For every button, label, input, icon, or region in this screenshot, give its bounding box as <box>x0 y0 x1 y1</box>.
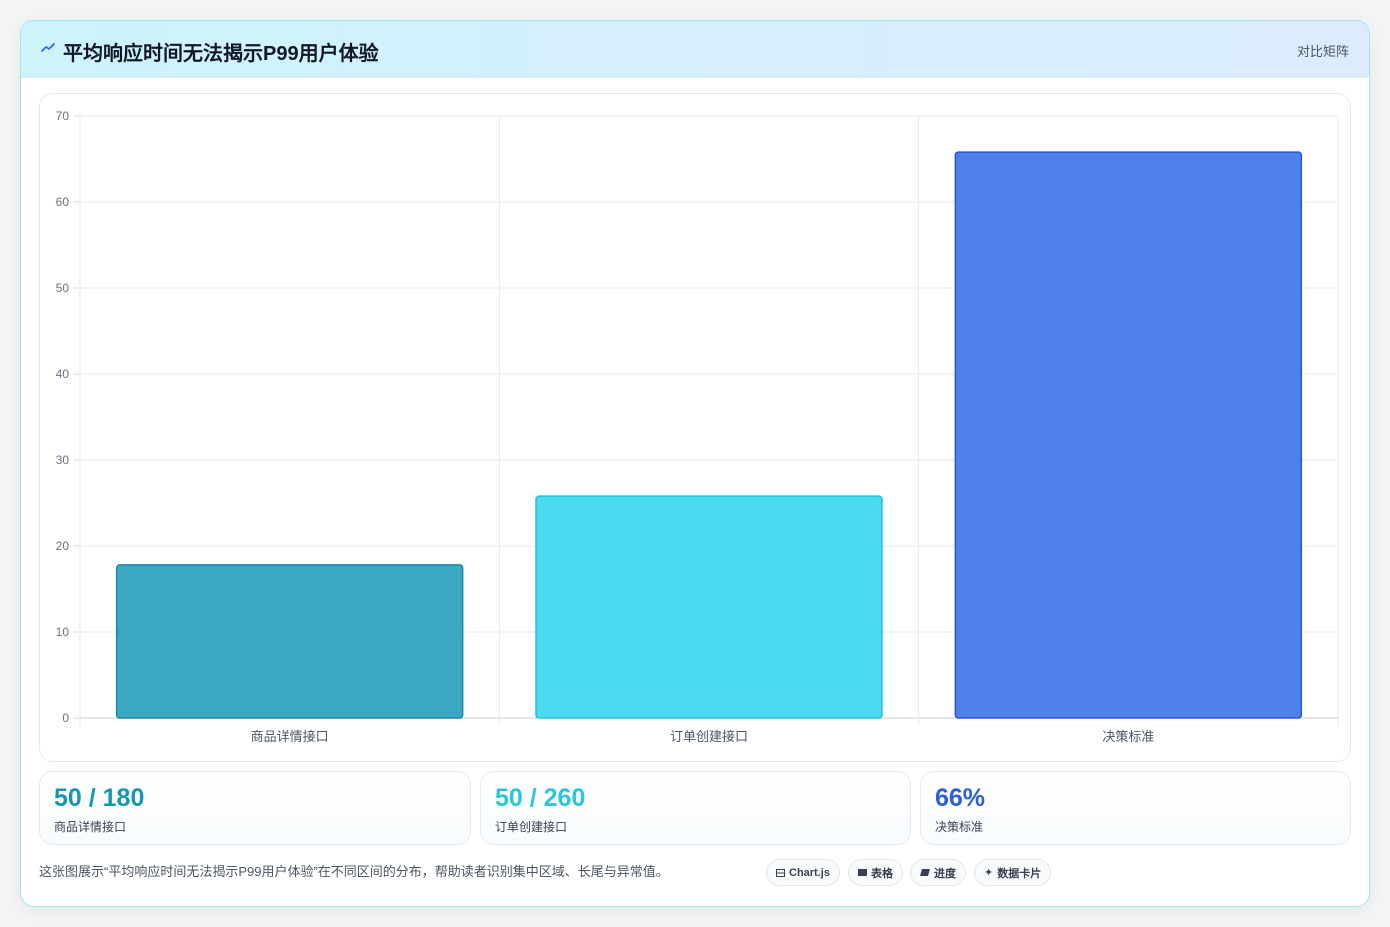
chip-chartjs[interactable]: Chart.js <box>766 859 840 886</box>
trend-icon <box>41 43 55 52</box>
sparkle-icon: ✦ <box>984 867 994 879</box>
stat-value: 50 / 180 <box>54 784 145 812</box>
chart-card: 平均响应时间无法揭示P99用户体验 对比矩阵 0 10 20 30 40 50 60 70 商品… <box>20 20 1370 907</box>
bar <box>115 564 464 719</box>
y-tick-label: 20 <box>56 539 70 553</box>
comparison-matrix-link[interactable]: 对比矩阵 <box>1296 44 1349 59</box>
progress-icon <box>920 869 930 876</box>
bar <box>535 495 883 719</box>
chip-progress[interactable]: 进度 <box>910 859 966 886</box>
bar-chart: 0 10 20 30 40 50 60 70 商品详情接口 订单创建接口 决策标准 <box>56 109 1339 744</box>
stat-value: 66% <box>935 784 986 812</box>
chart-area: 0 10 20 30 40 50 60 70 商品详情接口 订单创建接口 决策标准 <box>39 93 1351 762</box>
stat-card-order: 50 / 260 订单创建接口 <box>480 771 911 845</box>
chip-data-card[interactable]: ✦ 数据卡片 <box>974 859 1052 886</box>
chart-icon <box>776 868 785 877</box>
y-tick-label: 30 <box>56 453 70 467</box>
y-tick-label: 0 <box>62 711 69 725</box>
stat-card-decision: 66% 决策标准 <box>920 771 1351 845</box>
x-tick-label: 决策标准 <box>1102 729 1154 744</box>
chip-table[interactable]: 表格 <box>848 859 903 886</box>
chip-label: 进度 <box>934 867 956 880</box>
x-tick-label: 订单创建接口 <box>670 729 748 744</box>
stat-label: 商品详情接口 <box>54 820 127 834</box>
stat-label: 决策标准 <box>935 820 984 834</box>
y-tick-label: 10 <box>56 625 70 639</box>
stat-value: 50 / 260 <box>495 784 586 812</box>
x-tick-label: 商品详情接口 <box>251 729 329 744</box>
y-tick-label: 60 <box>56 195 70 209</box>
y-tick-label: 40 <box>56 367 70 381</box>
chip-label: 表格 <box>871 867 893 880</box>
stat-card-product: 50 / 180 商品详情接口 <box>39 771 471 845</box>
page-title: 平均响应时间无法揭示P99用户体验 <box>63 43 379 65</box>
stat-label: 订单创建接口 <box>495 820 568 834</box>
card-header: 平均响应时间无法揭示P99用户体验 对比矩阵 <box>21 21 1369 78</box>
table-icon <box>858 869 867 876</box>
chip-label: Chart.js <box>789 866 830 879</box>
y-tick-label: 70 <box>56 109 70 123</box>
chart-description: 这张图展示“平均响应时间无法揭示P99用户体验”在不同区间的分布，帮助读者识别集… <box>39 864 669 879</box>
y-tick-label: 50 <box>56 281 70 295</box>
chip-label: 数据卡片 <box>997 867 1042 880</box>
bar <box>954 151 1303 719</box>
